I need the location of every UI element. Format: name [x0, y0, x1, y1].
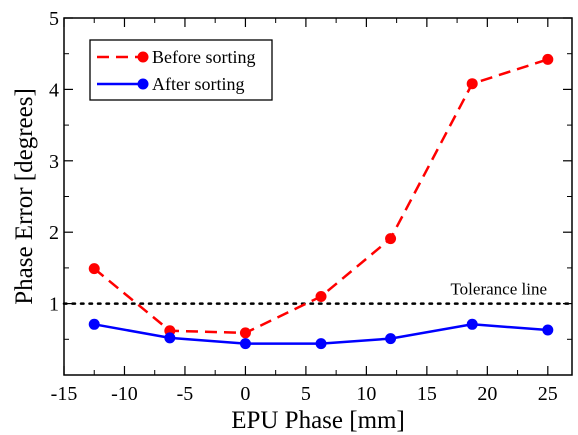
- y-tick-label: 4: [49, 79, 59, 101]
- series-point-0: [385, 233, 397, 245]
- y-axis-label: Phase Error [degrees]: [11, 88, 38, 305]
- plot-frame: [63, 17, 573, 376]
- y-tick-label: 2: [49, 222, 59, 244]
- ticks-layer: -15 -10 -5 0 5 10 15 20 25 1 2 3 4 5: [49, 8, 572, 405]
- reference-layer: Tolerance line: [62, 280, 574, 305]
- series-point-1: [466, 318, 478, 330]
- series-point-0: [466, 78, 478, 90]
- legend-swatch-marker: [137, 51, 149, 63]
- series-point-1: [164, 332, 176, 344]
- legend-box: [89, 39, 273, 101]
- y-tick-label: 3: [49, 151, 59, 173]
- x-tick-label: -15: [51, 383, 78, 405]
- x-tick-label: -5: [177, 383, 194, 405]
- series-point-0: [239, 327, 251, 339]
- legend-swatch-marker: [137, 78, 149, 90]
- x-tick-label: 5: [301, 383, 311, 405]
- series-point-1: [542, 324, 554, 336]
- x-tick-label: 0: [240, 383, 250, 405]
- series-point-1: [239, 338, 251, 350]
- series-point-1: [385, 333, 397, 345]
- legend-label: After sorting: [152, 74, 244, 94]
- y-tick-label: 1: [49, 294, 59, 316]
- series-point-1: [315, 338, 327, 350]
- series-layer: [88, 53, 554, 350]
- series-point-0: [315, 290, 327, 302]
- x-tick-label: 15: [417, 383, 437, 405]
- legend: Before sorting After sorting: [89, 39, 273, 101]
- x-tick-label: 10: [356, 383, 376, 405]
- series-point-0: [88, 263, 100, 275]
- legend-label: Before sorting: [152, 47, 255, 67]
- series-point-0: [542, 53, 554, 65]
- y-tick-label: 5: [49, 8, 59, 30]
- series-point-1: [88, 318, 100, 330]
- tolerance-line-label: Tolerance line: [450, 280, 547, 299]
- x-tick-label: 25: [538, 383, 558, 405]
- x-axis-label: EPU Phase [mm]: [231, 407, 405, 434]
- x-tick-label: -10: [111, 383, 138, 405]
- x-tick-label: 20: [477, 383, 497, 405]
